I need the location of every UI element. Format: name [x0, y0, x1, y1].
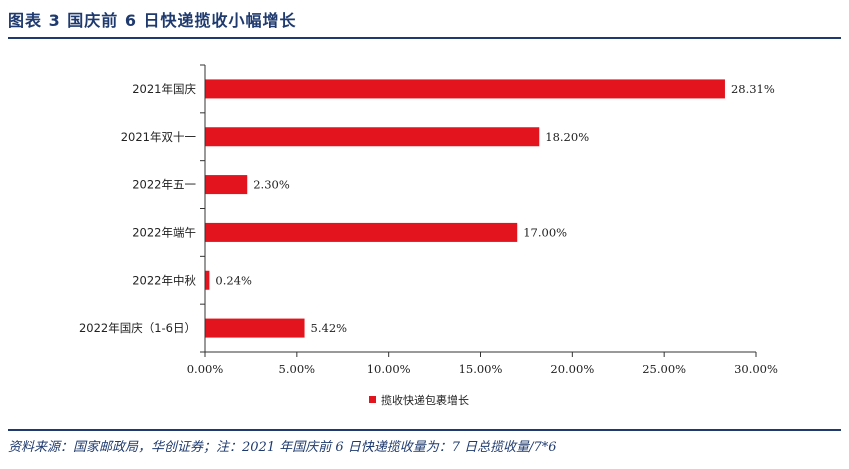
category-label-6: 2022年国庆（1-6日） — [79, 321, 196, 335]
x-tick-label-6: 30.00% — [734, 362, 778, 376]
header-rule — [8, 37, 841, 39]
x-tick-label-4: 20.00% — [550, 362, 594, 376]
category-label-3: 2022年五一 — [132, 178, 196, 192]
data-label-3: 2.30% — [253, 178, 290, 192]
bar-6 — [205, 318, 305, 338]
source-note: 资料来源：国家邮政局，华创证券；注：2021 年国庆前 6 日快递揽收量为：7 … — [8, 440, 557, 455]
data-label-1: 28.31% — [731, 82, 775, 96]
data-label-5: 0.24% — [215, 273, 252, 287]
data-label-2: 18.20% — [545, 130, 589, 144]
x-tick-label-3: 15.00% — [459, 362, 503, 376]
figure-title: 图表 3 国庆前 6 日快递揽收小幅增长 — [8, 11, 297, 30]
bar-chart: 2021年国庆 28.31% 2021年双十一 18.20% 2022年五一 2.30% 2… — [79, 64, 778, 407]
x-tick-label-2: 10.00% — [367, 362, 411, 376]
bar-3 — [205, 175, 248, 195]
bar-5 — [205, 270, 210, 290]
bar-2 — [205, 127, 540, 147]
legend-swatch — [369, 396, 376, 403]
legend-label: 揽收快递包裹增长 — [381, 393, 469, 407]
category-label-4: 2022年端午 — [132, 225, 196, 239]
x-tick-label-5: 25.00% — [642, 362, 686, 376]
category-label-1: 2021年国庆 — [132, 82, 196, 96]
data-label-4: 17.00% — [523, 225, 567, 239]
bar-1 — [205, 79, 725, 99]
category-label-5: 2022年中秋 — [132, 273, 196, 287]
footer-rule — [8, 429, 841, 431]
data-label-6: 5.42% — [311, 321, 348, 335]
x-tick-label-0: 0.00% — [187, 362, 224, 376]
x-tick-label-1: 5.00% — [279, 362, 316, 376]
category-label-2: 2021年双十一 — [121, 130, 197, 144]
bar-4 — [205, 222, 518, 242]
figure-header: 图表 3 国庆前 6 日快递揽收小幅增长 — [8, 4, 841, 34]
